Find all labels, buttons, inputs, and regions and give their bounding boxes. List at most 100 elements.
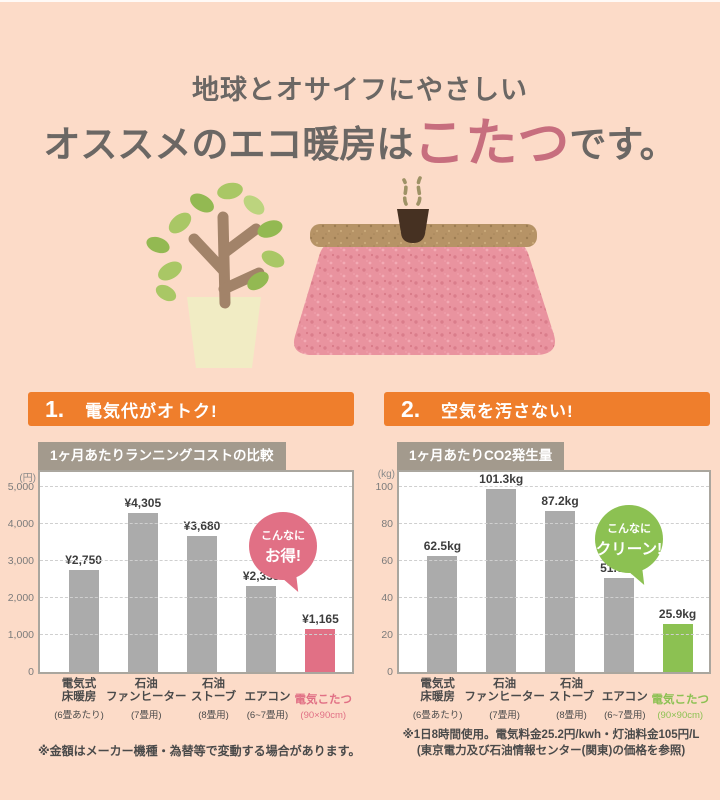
- title-highlight-kotatsu: こたつ: [413, 113, 570, 174]
- x-category-label: 石油 ストーブ (8畳用): [187, 678, 241, 721]
- bar-value-label: 101.3kg: [479, 472, 524, 486]
- section-heading: 空気を汚さない!: [441, 401, 574, 421]
- x-category-name: ストーブ: [548, 691, 595, 703]
- x-category-name: ストーブ: [190, 691, 237, 703]
- clean-callout-bubble: こんなに クリーン!: [595, 505, 663, 589]
- kotatsu-blanket: [293, 241, 555, 355]
- y-tick-label: 0: [28, 666, 34, 678]
- illustration-svg: [146, 176, 555, 368]
- x-category-label: 石油 ファンヒーター (7畳用): [106, 678, 187, 721]
- x-category-name: 石油: [559, 678, 583, 690]
- plot: ¥2,750 ¥4,305 ¥3,680 ¥2,335 ¥1,165: [40, 472, 352, 672]
- footnote-line2: (東京電力及び石油情報センター(関東)の価格を参照): [416, 744, 686, 757]
- x-category-note: (8畳用): [556, 710, 587, 721]
- y-tick-label: 4,000: [7, 518, 34, 530]
- bar: [187, 535, 217, 672]
- bar: [544, 510, 575, 672]
- plant-leaves: [146, 182, 285, 302]
- bar: [127, 512, 158, 672]
- footnote-price-disclaimer: ※金額はメーカー機種・為替等で変動する場合があります。: [38, 744, 361, 758]
- x-category-note: (6~7畳用): [246, 710, 289, 721]
- bar-column: ¥3,680: [172, 472, 231, 672]
- y-axis-unit: (kg): [377, 469, 395, 480]
- y-tick-label: 60: [381, 555, 393, 567]
- savings-callout-bubble: こんなに お得!: [249, 512, 317, 596]
- x-category-label: 電気こたつ (90×90cm): [651, 678, 709, 721]
- bar: [68, 570, 99, 672]
- y-tick-label: 20: [381, 629, 393, 641]
- x-category-name: 床暖房: [61, 691, 97, 703]
- bar: [246, 585, 277, 672]
- x-category-label: 石油 ファンヒーター (7畳用): [464, 678, 545, 721]
- gridline: [399, 597, 709, 598]
- y-tick-label: 0: [387, 666, 393, 678]
- gridline: [399, 560, 709, 561]
- bar: [603, 577, 634, 672]
- section-heading: 電気代がオトク!: [85, 401, 218, 421]
- bar-column: 101.3kg: [472, 472, 531, 672]
- chart-plot-area: ¥2,750 ¥4,305 ¥3,680 ¥2,335 ¥1,165: [38, 470, 354, 674]
- footnote-line1: ※1日8時間使用。電気料金25.2円/kwh・灯油料金105円/L: [402, 729, 700, 741]
- y-axis-unit: (円): [19, 473, 36, 484]
- x-category-note: (6畳あたり): [412, 710, 463, 721]
- y-axis: 5,000 4,000 3,000 2,000 1,000 0: [4, 472, 34, 678]
- x-category-note: (6~7畳用): [604, 710, 646, 721]
- y-tick-label: 5,000: [7, 481, 34, 493]
- x-category-name: 石油: [493, 678, 517, 690]
- gridline: [40, 523, 352, 524]
- title-prefix: オススメのエコ暖房は: [43, 122, 414, 166]
- bar: [427, 556, 458, 672]
- x-category-note: (7畳用): [489, 710, 520, 721]
- x-category-name: 電気こたつ: [294, 694, 353, 706]
- page-title: 地球とオサイフにやさしい オススメのエコ暖房はこたつです。: [0, 68, 720, 173]
- bar-value-label: 25.9kg: [658, 607, 697, 622]
- title-suffix: です。: [569, 122, 677, 166]
- bar-value-label: ¥3,680: [183, 518, 221, 533]
- title-subline: 地球とオサイフにやさしい: [192, 75, 528, 106]
- y-tick-label: 3,000: [7, 555, 34, 567]
- x-category-note: (8畳用): [198, 710, 229, 721]
- x-category-note: (90×90cm): [657, 710, 704, 721]
- x-category-name: 電気式: [61, 678, 97, 690]
- y-tick-label: 40: [381, 592, 393, 604]
- x-category-note: (6畳あたり): [54, 710, 104, 721]
- y-axis: 100 80 60 40 20 0: [363, 472, 393, 678]
- x-category-name: エアコン: [244, 691, 291, 703]
- bubble-line1: こんなに: [607, 522, 651, 535]
- teapot: [397, 209, 429, 243]
- bar-column: 25.9kg: [648, 472, 707, 672]
- bar-group: ¥2,750 ¥4,305 ¥3,680 ¥2,335 ¥1,165: [54, 472, 350, 672]
- x-category-label: 電気こたつ (90×90cm): [295, 678, 353, 721]
- bar: [662, 624, 693, 672]
- y-tick-label: 2,000: [7, 592, 34, 604]
- x-category-name: 電気こたつ: [651, 694, 709, 706]
- x-category-note: (7畳用): [130, 710, 162, 721]
- bar-value-label: ¥4,305: [124, 495, 162, 510]
- bar-column: ¥2,750: [54, 472, 113, 672]
- bubble-line1: こんなに: [261, 529, 305, 542]
- y-tick-label: 80: [381, 518, 393, 530]
- bar: [305, 628, 336, 672]
- gridline: [40, 597, 352, 598]
- y-tick-label: 1,000: [7, 629, 34, 641]
- plant-trunk: [188, 211, 265, 309]
- gridline: [399, 486, 709, 487]
- section-header-cost: 1. 電気代がオトク!: [28, 392, 354, 426]
- x-category-name: 石油: [134, 678, 158, 690]
- x-category-name: 石油: [202, 678, 225, 690]
- gridline: [399, 634, 709, 635]
- potted-plant: [146, 182, 285, 368]
- x-category-label: 電気式 床暖房 (6畳あたり): [411, 678, 464, 721]
- steam: [402, 176, 422, 206]
- section-number: 2.: [401, 395, 421, 422]
- plant-pot: [187, 297, 261, 368]
- gridline: [40, 560, 352, 561]
- bubble-line2: お得!: [264, 547, 302, 565]
- kotatsu: [293, 176, 555, 355]
- footnote-usage-conditions: ※1日8時間使用。電気料金25.2円/kwh・灯油料金105円/L (東京電力及…: [390, 728, 712, 759]
- bar-value-label: 62.5kg: [423, 539, 462, 554]
